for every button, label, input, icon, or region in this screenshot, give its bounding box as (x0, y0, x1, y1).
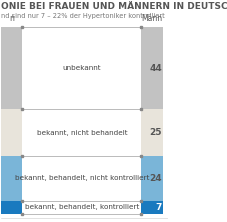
Bar (141, 27, 163, 109)
Text: bekannt, behandelt, kontrolliert: bekannt, behandelt, kontrolliert (25, 204, 139, 210)
Text: 7: 7 (156, 203, 162, 212)
Bar (1, 27, 22, 109)
Bar (141, 156, 163, 201)
Bar (1, 156, 22, 201)
Text: bekannt, nicht behandelt: bekannt, nicht behandelt (37, 130, 127, 136)
Text: unbekannt: unbekannt (62, 65, 101, 71)
Bar (141, 201, 163, 214)
Text: nd sind nur 7 – 22% der Hypertoniker kontrolliert: nd sind nur 7 – 22% der Hypertoniker kon… (1, 13, 164, 19)
Bar (141, 109, 163, 156)
Text: bekannt, behandelt, nicht kontrolliert: bekannt, behandelt, nicht kontrolliert (15, 175, 149, 181)
Text: 44: 44 (149, 63, 162, 73)
Text: ONIE BEI FRAUEN UND MÄNNERN IN DEUTSCH: ONIE BEI FRAUEN UND MÄNNERN IN DEUTSCH (1, 2, 227, 11)
Text: 24: 24 (150, 174, 162, 183)
Text: 25: 25 (150, 128, 162, 137)
Text: Männ: Männ (141, 14, 163, 23)
Bar (1, 201, 22, 214)
Text: n: n (9, 14, 14, 23)
Bar (1, 109, 22, 156)
